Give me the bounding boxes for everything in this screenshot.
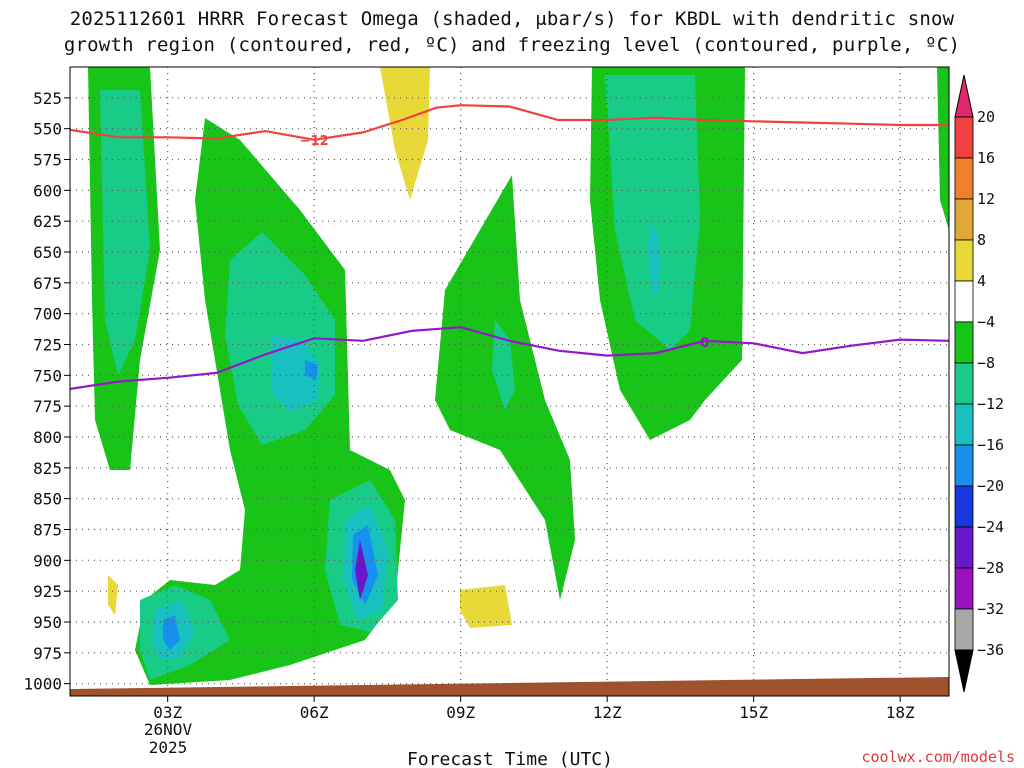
colorbar-band xyxy=(954,157,974,200)
y-tick-label: 650 xyxy=(33,243,62,262)
omega-region-descent-aloft-inner xyxy=(380,67,430,200)
omega-region-descent-lower-left-core xyxy=(108,575,118,615)
x-tick-label: 15Z xyxy=(739,703,768,722)
colorbar-band xyxy=(954,239,974,282)
freezing-level-contour-line xyxy=(70,326,949,390)
omega-shading xyxy=(88,67,949,685)
colorbar-label: 4 xyxy=(977,272,986,290)
plot-frame xyxy=(69,66,950,697)
credit-link[interactable]: coolwx.com/models xyxy=(861,748,1015,766)
x-tick-label: 06Z xyxy=(300,703,329,722)
y-tick-label: 850 xyxy=(33,490,62,509)
omega-region-descent-17z xyxy=(843,175,900,365)
colorbar-label: 8 xyxy=(977,231,986,249)
omega-region-right-column-inner xyxy=(605,75,700,350)
omega-region-central-max xyxy=(305,360,318,380)
x-axis-title: Forecast Time (UTC) xyxy=(407,749,613,768)
y-tick-label: 950 xyxy=(33,613,62,632)
y-tick-label: 575 xyxy=(33,151,62,170)
colorbar-label: 20 xyxy=(977,108,995,126)
omega-region-central-core xyxy=(272,335,320,412)
colorbar-label: −20 xyxy=(977,477,1004,495)
colorbar-label: 12 xyxy=(977,190,995,208)
colorbar-label: −12 xyxy=(977,395,1004,413)
y-tick-label: 925 xyxy=(33,582,62,601)
colorbar-band xyxy=(954,567,974,610)
colorbar-band xyxy=(954,444,974,487)
omega-region-descent-strip xyxy=(550,67,565,310)
colorbar-band xyxy=(954,403,974,446)
colorbar-top-arrow xyxy=(954,74,974,118)
y-tick-label: 550 xyxy=(33,120,62,139)
x-tick-label: 03Z xyxy=(153,703,182,722)
colorbar-label: −4 xyxy=(977,313,995,331)
colorbar-band xyxy=(954,526,974,569)
colorbar-label: −16 xyxy=(977,436,1004,454)
freezing-contour-label: 0 xyxy=(700,336,709,351)
colorbar-label: −28 xyxy=(977,559,1004,577)
y-tick-label: 625 xyxy=(33,212,62,231)
y-tick-label: 675 xyxy=(33,274,62,293)
colorbar-band xyxy=(954,362,974,405)
y-tick-label: 725 xyxy=(33,336,62,355)
colorbar-band xyxy=(954,116,974,159)
omega-region-left-column-core xyxy=(100,90,150,375)
x-axis: 03Z 06Z 09Z 12Z 15Z 18Z xyxy=(153,696,915,722)
omega-region-descent-09z-core xyxy=(460,585,512,628)
plot-area: −12 0 xyxy=(70,67,949,696)
y-axis: 525 550 575 600 625 650 675 700 725 750 775 800 825 8… xyxy=(23,89,70,694)
colorbar-band xyxy=(954,280,974,323)
colorbar-label: 16 xyxy=(977,149,995,167)
colorbar-label: −8 xyxy=(977,354,995,372)
omega-region-descent-12z-low xyxy=(608,520,727,660)
y-tick-label: 875 xyxy=(33,521,62,540)
y-tick-label: 1000 xyxy=(23,675,62,694)
colorbar-band xyxy=(954,321,974,364)
y-tick-label: 750 xyxy=(33,366,62,385)
x-tick-label: 12Z xyxy=(593,703,622,722)
dotted-grid xyxy=(70,67,949,696)
y-tick-label: 775 xyxy=(33,397,62,416)
x-tick-label: 09Z xyxy=(446,703,475,722)
colorbar: 20 16 12 8 4 −4 −8 −12 −16 −20 −24 −28 −32 −36 xyxy=(954,74,1004,693)
colorbar-label: −36 xyxy=(977,641,1004,659)
y-tick-label: 800 xyxy=(33,428,62,447)
omega-region-lower-cell-max xyxy=(355,540,368,600)
omega-region-bottom-left-max xyxy=(163,615,180,650)
colorbar-band xyxy=(954,485,974,528)
colorbar-label: −24 xyxy=(977,518,1004,536)
omega-region-right-column-core xyxy=(648,220,660,295)
omega-region-far-right xyxy=(937,67,949,230)
y-tick-label: 600 xyxy=(33,181,62,200)
terrain-wedge xyxy=(70,677,949,696)
chart-title-line-1: 2025112601 HRRR Forecast Omega (shaded, … xyxy=(69,8,955,30)
colorbar-band xyxy=(954,198,974,241)
y-tick-label: 525 xyxy=(33,89,62,108)
omega-region-09z-core xyxy=(492,320,515,410)
y-tick-label: 700 xyxy=(33,305,62,324)
x-date-line-1: 26NOV xyxy=(144,720,193,739)
y-tick-label: 900 xyxy=(33,551,62,570)
colorbar-bottom-arrow xyxy=(954,649,974,693)
y-tick-label: 975 xyxy=(33,644,62,663)
colorbar-band xyxy=(954,608,974,651)
dendritic-contour-line xyxy=(70,104,949,141)
colorbar-label: −32 xyxy=(977,600,1004,618)
chart-title-line-2: growth region (contoured, red, ºC) and f… xyxy=(63,34,961,56)
x-tick-label: 18Z xyxy=(886,703,915,722)
x-date-line-2: 2025 xyxy=(149,738,188,757)
dendritic-contour-label: −12 xyxy=(300,134,329,149)
y-tick-label: 825 xyxy=(33,459,62,478)
